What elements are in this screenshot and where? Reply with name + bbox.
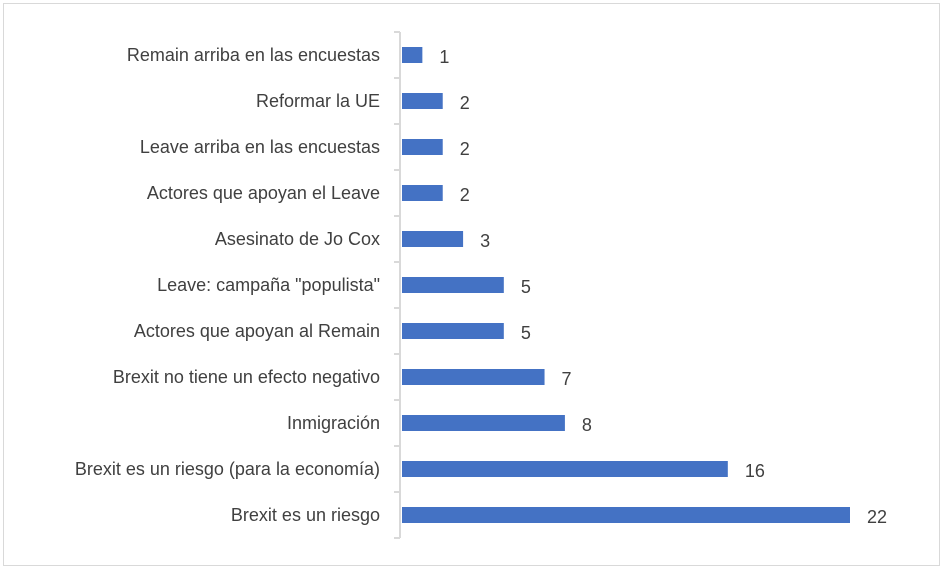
bar [402,277,504,293]
data-label: 7 [562,369,572,389]
bar [402,369,545,385]
category-label: Leave arriba en las encuestas [140,137,380,157]
bar [402,461,728,477]
category-label: Brexit es un riesgo [231,505,380,525]
bar [402,415,565,431]
data-label: 5 [521,323,531,343]
category-label: Brexit es un riesgo (para la economía) [75,459,380,479]
category-label: Reformar la UE [256,91,380,111]
bar [402,507,850,523]
data-label: 16 [745,461,765,481]
data-label: 22 [867,507,887,527]
bar [402,185,443,201]
bar [402,323,504,339]
category-label: Brexit no tiene un efecto negativo [113,367,380,387]
bar [402,47,423,63]
data-label: 5 [521,277,531,297]
category-label: Actores que apoyan el Leave [147,183,380,203]
category-label: Leave: campaña "populista" [157,275,380,295]
chart-area [3,3,940,566]
bar [402,93,443,109]
category-label: Remain arriba en las encuestas [127,45,380,65]
data-label: 2 [460,185,470,205]
category-label: Asesinato de Jo Cox [215,229,380,249]
category-label: Actores que apoyan al Remain [134,321,380,341]
data-label: 3 [480,231,490,251]
data-label: 2 [460,139,470,159]
bar [402,231,464,247]
data-label: 8 [582,415,592,435]
data-label: 1 [439,47,449,67]
category-label: Inmigración [287,413,380,433]
bar [402,139,443,155]
data-label: 2 [460,93,470,113]
